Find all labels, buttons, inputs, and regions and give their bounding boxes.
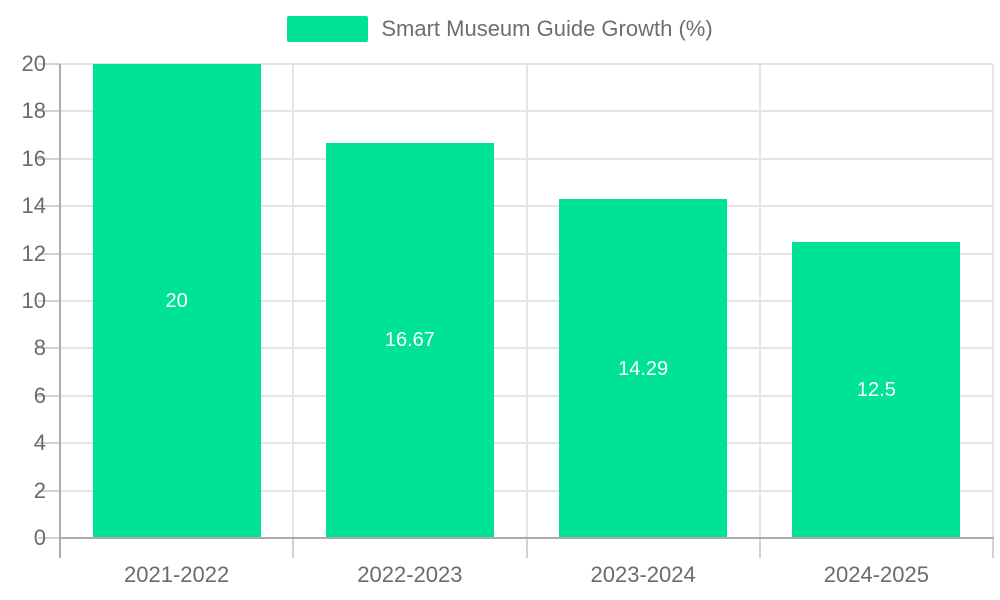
x-axis-tick: [992, 538, 994, 558]
y-axis-tick: [38, 489, 60, 492]
gridline-vertical: [992, 64, 994, 538]
x-axis-tick: [758, 538, 761, 558]
y-axis-tick: [38, 252, 60, 255]
y-axis-tick: [38, 347, 60, 350]
y-axis-tick: [38, 157, 60, 160]
y-axis-tick: [38, 537, 60, 539]
x-axis-label: 2024-2025: [823, 562, 929, 587]
x-axis-tick: [525, 538, 528, 558]
plot-area: 0 2 4 6 8 10 12 14 16 18 20 20 2021-2022 16.67 2022-20…: [22, 51, 994, 587]
y-axis-label: 20: [21, 51, 46, 76]
y-axis-label: 16: [21, 145, 46, 171]
x-axis-label: 2021-2022: [124, 562, 230, 587]
gridline-vertical: [758, 64, 761, 538]
y-axis-tick: [38, 300, 60, 302]
bar[interactable]: [92, 64, 261, 538]
x-axis-tick: [292, 538, 295, 558]
x-axis-label: 2023-2024: [590, 562, 696, 587]
y-axis-tick: [38, 110, 60, 113]
legend-label: Smart Museum Guide Growth (%): [381, 16, 713, 41]
y-axis-label: 6: [33, 382, 46, 408]
y-axis-label: 12: [21, 240, 46, 266]
x-axis-line: [59, 537, 994, 539]
y-axis-label: 14: [21, 193, 46, 219]
y-axis-label: 18: [21, 98, 46, 124]
gridline-vertical: [525, 64, 528, 538]
y-axis-label: 2: [33, 477, 46, 503]
y-axis-tick: [38, 205, 60, 208]
y-axis-line: [59, 64, 61, 558]
y-axis-tick: [38, 63, 60, 65]
y-axis-tick: [38, 394, 60, 397]
y-axis-label: 10: [21, 288, 46, 313]
x-axis-label: 2022-2023: [357, 562, 463, 587]
y-axis-label: 0: [33, 525, 46, 550]
legend-swatch-icon: [287, 16, 369, 42]
y-axis-tick: [38, 442, 60, 445]
bar[interactable]: [325, 142, 494, 538]
gridline-vertical: [292, 64, 295, 538]
legend-item[interactable]: Smart Museum Guide Growth (%): [0, 14, 1000, 44]
y-axis-label: 8: [33, 335, 46, 361]
bar[interactable]: [792, 241, 961, 538]
y-axis-label: 4: [33, 430, 46, 456]
bar[interactable]: [559, 199, 728, 538]
